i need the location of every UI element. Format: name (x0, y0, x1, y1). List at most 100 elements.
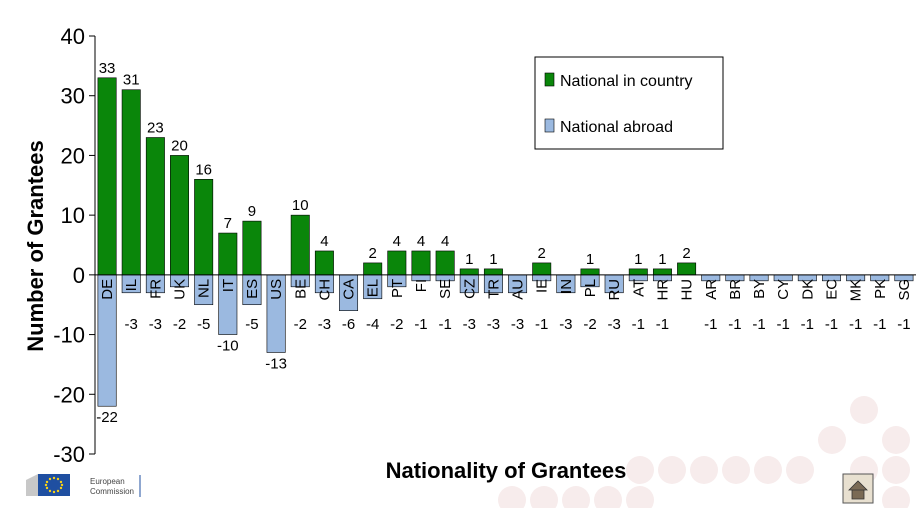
data-label-in-country-IL: 31 (123, 72, 140, 89)
data-label-in-country-UK: 20 (171, 137, 188, 154)
bar-in-country-HU (677, 262, 697, 276)
category-label-IN: IN (558, 279, 575, 294)
data-label-abroad-HR: -1 (656, 316, 669, 333)
y-tick-label: -30 (53, 442, 85, 467)
data-label-abroad-PL: -2 (583, 316, 596, 333)
data-label-abroad-AT: -1 (632, 316, 645, 333)
data-label-in-country-ES: 9 (248, 203, 256, 220)
data-label-abroad-ES: -5 (245, 316, 258, 333)
bar-in-country-SE (435, 250, 455, 276)
legend-box (534, 56, 724, 150)
category-label-IE: IE (534, 279, 551, 293)
data-label-abroad-RU: -3 (607, 316, 620, 333)
bar-in-country-CZ (459, 268, 479, 276)
category-label-AR: AR (703, 279, 720, 300)
bar-in-country-DE (97, 77, 117, 276)
data-label-abroad-IE: -1 (535, 316, 548, 333)
category-label-SG: SG (896, 279, 913, 301)
bar-in-country-PL (580, 268, 600, 276)
data-label-abroad-IT: -10 (217, 338, 239, 355)
data-label-in-country-EL: 2 (369, 245, 377, 262)
category-label-DK: DK (799, 279, 816, 300)
category-label-RU: RU (606, 279, 623, 301)
home-button[interactable] (842, 473, 874, 504)
category-label-US: US (268, 279, 285, 300)
category-label-TR: TR (485, 279, 502, 299)
data-label-in-country-SE: 4 (441, 233, 449, 250)
data-label-in-country-TR: 1 (489, 251, 497, 268)
data-label-abroad-DK: -1 (801, 316, 814, 333)
legend-swatch-abroad (544, 118, 555, 133)
data-label-in-country-DE: 33 (99, 60, 116, 77)
data-label-in-country-IE: 2 (538, 245, 546, 262)
home-icon (848, 480, 868, 500)
data-label-abroad-EC: -1 (825, 316, 838, 333)
data-label-abroad-NL: -5 (197, 316, 210, 333)
data-label-in-country-PL: 1 (586, 251, 594, 268)
x-axis-title: Nationality of Grantees (386, 458, 627, 483)
data-label-abroad-FR: -3 (149, 316, 162, 333)
data-label-in-country-CZ: 1 (465, 251, 473, 268)
logo-text-line2: Commission (90, 487, 134, 496)
y-tick-label: -20 (53, 382, 85, 407)
data-label-abroad-CZ: -3 (463, 316, 476, 333)
category-label-CY: CY (775, 279, 792, 300)
bar-in-country-UK (170, 155, 189, 276)
bar-in-country-AT (628, 268, 648, 276)
plot-area: 403020100-10-20-3033-22DE31-3IL23-3FR20-… (53, 24, 916, 467)
bar-in-country-BE (290, 214, 310, 276)
eu-flag-icon (38, 474, 70, 496)
background-decoration (498, 396, 910, 508)
category-label-CA: CA (341, 279, 358, 300)
category-label-AT: AT (630, 279, 647, 297)
legend-label-abroad: National abroad (560, 119, 673, 136)
category-label-EC: EC (823, 279, 840, 300)
bar-in-country-EL (363, 262, 383, 276)
category-label-BE: BE (292, 279, 309, 299)
y-tick-label: 0 (73, 263, 85, 288)
category-label-BR: BR (727, 279, 744, 300)
bar-in-country-CH (314, 250, 334, 276)
ec-logo: European Commission (26, 474, 141, 497)
category-label-DE: DE (99, 279, 116, 300)
data-label-in-country-CH: 4 (320, 233, 328, 250)
data-label-in-country-BE: 10 (292, 197, 309, 214)
category-label-ES: ES (244, 279, 261, 299)
category-label-PK: PK (872, 279, 889, 299)
data-label-in-country-IT: 7 (224, 215, 232, 232)
category-label-PT: PT (389, 279, 406, 298)
y-tick-label: -10 (53, 323, 85, 348)
data-label-in-country-AT: 1 (634, 251, 642, 268)
data-label-abroad-PT: -2 (390, 316, 403, 333)
data-label-in-country-FI: 4 (417, 233, 425, 250)
legend-label-in-country: National in country (560, 73, 693, 90)
data-label-abroad-US: -13 (265, 355, 287, 372)
bar-in-country-IE (532, 262, 552, 276)
data-label-in-country-HU: 2 (682, 245, 690, 262)
data-label-abroad-SG: -1 (897, 316, 910, 333)
data-label-abroad-TR: -3 (487, 316, 500, 333)
y-tick-label: 30 (61, 84, 85, 109)
data-label-abroad-CA: -6 (342, 316, 355, 333)
category-label-AU: AU (510, 279, 527, 300)
data-label-in-country-HR: 1 (658, 251, 666, 268)
category-label-HR: HR (654, 279, 671, 301)
category-label-HU: HU (679, 279, 696, 301)
data-label-abroad-CY: -1 (777, 316, 790, 333)
category-label-SE: SE (437, 279, 454, 299)
data-label-abroad-UK: -2 (173, 316, 186, 333)
category-label-PL: PL (582, 279, 599, 297)
data-label-abroad-BY: -1 (752, 316, 765, 333)
data-label-abroad-IL: -3 (125, 316, 138, 333)
data-label-abroad-AU: -3 (511, 316, 524, 333)
data-label-in-country-PT: 4 (393, 233, 401, 250)
y-tick-label: 40 (61, 24, 85, 49)
bar-in-country-FR (145, 137, 165, 276)
bar-in-country-IL (121, 89, 141, 276)
category-label-FR: FR (147, 279, 164, 299)
data-label-in-country-NL: 16 (195, 161, 212, 178)
data-label-in-country-FR: 23 (147, 120, 164, 137)
category-label-MK: MK (848, 279, 865, 302)
data-label-abroad-BR: -1 (728, 316, 741, 333)
